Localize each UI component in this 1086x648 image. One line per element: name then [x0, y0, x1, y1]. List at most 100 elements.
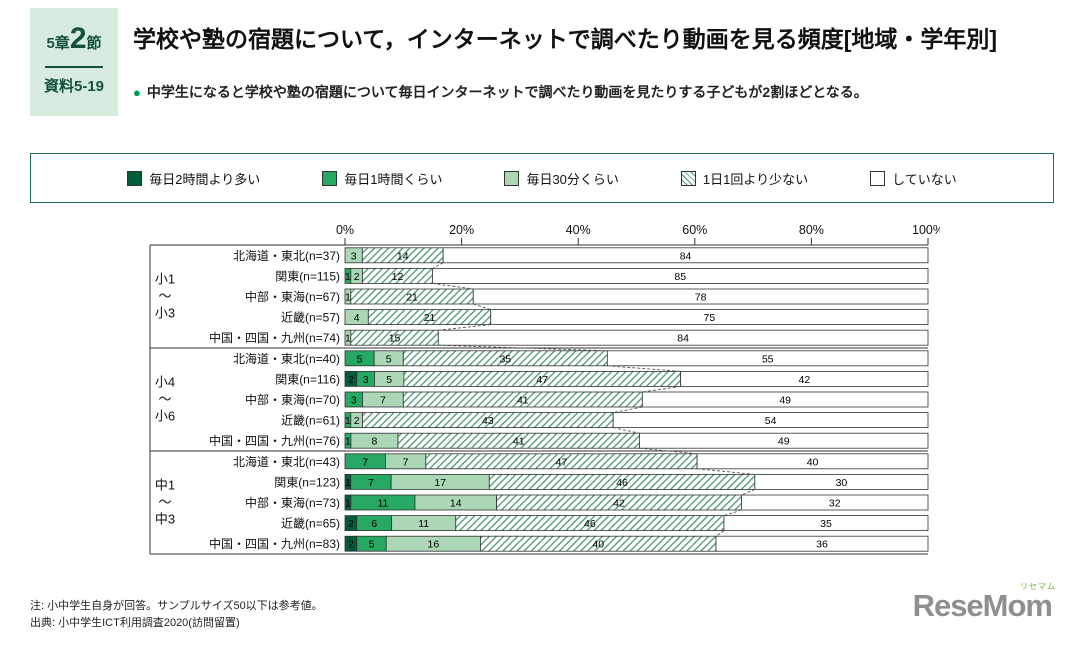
value-label: 7 — [368, 477, 374, 489]
value-label: 1 — [345, 498, 351, 510]
value-label: 2 — [348, 374, 354, 386]
group-label: 中3 — [155, 512, 175, 527]
region-label: 中国・四国・九州(n=76) — [209, 433, 340, 448]
dashed-connector — [697, 468, 755, 475]
note-line-1: 注: 小中学生自身が回答。サンプルサイズ50以下は参考値。 — [30, 600, 323, 612]
value-label: 5 — [369, 539, 375, 551]
bar-segment — [741, 494, 929, 511]
dashed-connector — [473, 303, 491, 311]
value-label: 12 — [392, 271, 404, 283]
badge-divider — [45, 66, 103, 68]
region-label: 近畿(n=65) — [281, 517, 340, 531]
value-label: 2 — [354, 415, 360, 427]
bar-segment — [639, 432, 929, 449]
value-label: 40 — [592, 539, 604, 551]
value-label: 75 — [704, 312, 716, 324]
legend-label: していない — [892, 171, 957, 187]
legend-item-daily-1h: 毎日1時間くらい — [322, 169, 442, 188]
value-label: 78 — [695, 292, 707, 304]
value-label: 1 — [345, 415, 351, 427]
region-label: 北海道・東北(n=40) — [233, 351, 340, 366]
value-label: 1 — [345, 333, 351, 345]
group-label: 小1 — [155, 272, 175, 287]
footnotes: 注: 小中学生自身が回答。サンプルサイズ50以下は参考値。 出典: 小中学生IC… — [30, 598, 323, 632]
bar-segment — [442, 247, 929, 264]
bar-segment — [696, 453, 929, 470]
value-label: 15 — [389, 333, 401, 345]
value-label: 7 — [380, 395, 386, 407]
bar-segment — [715, 535, 929, 552]
value-label: 2 — [354, 271, 360, 283]
value-label: 41 — [513, 436, 525, 448]
legend-label: 毎日2時間より多い — [149, 171, 261, 187]
legend-item-daily-30min: 毎日30分くらい — [504, 169, 619, 188]
value-label: 36 — [816, 539, 828, 551]
value-label: 32 — [829, 498, 841, 510]
bullet-icon: ● — [133, 85, 141, 100]
value-label: 55 — [762, 353, 774, 365]
region-label: 北海道・東北(n=37) — [233, 248, 340, 263]
dashed-connector — [438, 324, 491, 331]
dashed-connector — [613, 406, 643, 414]
chapter-section-label: 5章2節 — [30, 24, 118, 59]
group-label: 小3 — [155, 306, 175, 321]
dashed-connector — [432, 282, 474, 290]
logo-katakana: リセマム — [1020, 582, 1056, 591]
region-label: 中部・東海(n=70) — [245, 392, 340, 407]
value-label: 46 — [616, 477, 628, 489]
value-label: 5 — [357, 353, 363, 365]
value-label: 49 — [778, 436, 790, 448]
bar-segment — [641, 391, 929, 408]
region-label: 関東(n=115) — [275, 269, 340, 283]
document-label: 資料5-19 — [43, 78, 105, 95]
value-label: 2 — [348, 518, 354, 530]
summary-text: 中学生になると学校や塾の宿題について毎日インターネットで調べたり動画を見たりする… — [146, 84, 868, 100]
value-label: 30 — [836, 477, 848, 489]
group-label: 〜 — [158, 392, 171, 407]
value-label: 1 — [345, 436, 351, 448]
legend-item-not-doing: していない — [870, 169, 957, 188]
axis-tick-label: 60% — [682, 223, 707, 237]
axis-tick-label: 0% — [336, 223, 354, 237]
page-title: 学校や塾の宿題について，インターネットで調べたり動画を見る頻度[地域・学年別] — [133, 26, 998, 52]
value-label: 3 — [363, 374, 369, 386]
axis-tick-label: 40% — [566, 223, 591, 237]
legend-swatch-medium-green — [322, 170, 338, 186]
dashed-connector — [741, 488, 756, 496]
value-label: 40 — [807, 456, 819, 468]
legend-item-daily-2h-plus: 毎日2時間より多い — [127, 169, 260, 188]
dashed-connector — [607, 365, 681, 372]
dashed-connector — [642, 385, 681, 393]
value-label: 21 — [406, 292, 418, 304]
value-label: 3 — [351, 395, 357, 407]
dashed-connector — [723, 509, 742, 517]
resemom-logo: ReseMom リセマム — [912, 582, 1055, 623]
region-label: 中国・四国・九州(n=74) — [209, 330, 340, 345]
value-label: 54 — [765, 415, 777, 427]
region-label: 中部・東海(n=73) — [245, 495, 340, 510]
chapter-label: 5章 — [46, 35, 70, 52]
value-label: 41 — [517, 395, 529, 407]
group-label: 〜 — [158, 495, 171, 510]
stacked-bar-chart: 0%20%40%60%80%100%小1〜小3北海道・東北(n=37)31484… — [149, 223, 944, 555]
legend-swatch-hatched — [680, 170, 696, 186]
value-label: 43 — [482, 415, 494, 427]
value-label: 21 — [424, 312, 436, 324]
value-label: 1 — [345, 292, 351, 304]
legend-label: 1日1回より少ない — [702, 171, 809, 187]
logo-text: ReseMom — [912, 588, 1053, 623]
region-label: 関東(n=123) — [274, 475, 340, 489]
value-label: 14 — [397, 250, 409, 262]
bar-segment — [680, 370, 929, 387]
value-label: 42 — [798, 374, 810, 386]
summary-line: ● 中学生になると学校や塾の宿題について毎日インターネットで調べたり動画を見たりす… — [133, 82, 868, 102]
region-label: 北海道・東北(n=43) — [233, 454, 340, 469]
dashed-connector — [438, 344, 608, 352]
bar-segment — [606, 350, 929, 367]
region-label: 近畿(n=61) — [281, 414, 340, 428]
group-label: 小6 — [155, 409, 175, 424]
value-label: 35 — [499, 353, 511, 365]
note-line-2: 出典: 小中学生ICT利用調査2020(訪問留置) — [30, 617, 240, 630]
value-label: 47 — [556, 456, 568, 468]
value-label: 17 — [434, 477, 446, 489]
